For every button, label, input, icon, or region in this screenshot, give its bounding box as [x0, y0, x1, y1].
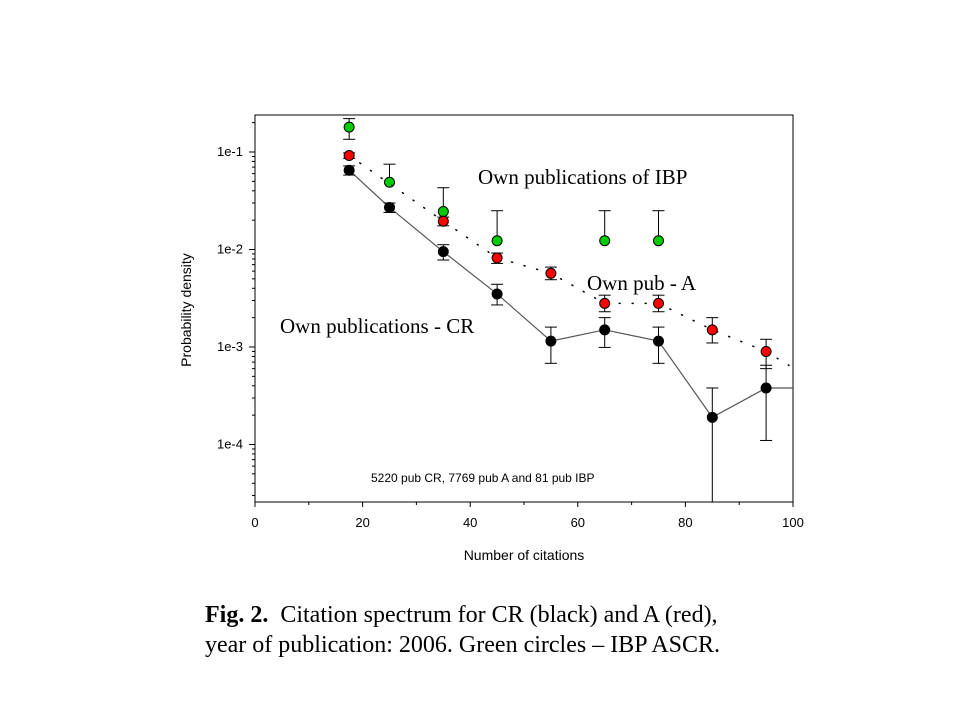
data-point [760, 345, 772, 357]
series-ibp [343, 118, 665, 247]
data-point [653, 235, 664, 247]
data-point [653, 297, 664, 309]
x-tick-label: 20 [355, 515, 369, 530]
x-tick-label: 80 [678, 515, 692, 530]
data-point [653, 335, 664, 347]
data-point [437, 206, 449, 218]
caption-line-2: year of publication: 2006. Green circles… [205, 632, 721, 658]
caption-text-1: Citation spectrum for CR (black) and A (… [280, 602, 718, 628]
data-point [760, 382, 772, 394]
caption-line-1: Fig. 2. Citation spectrum for CR (black)… [205, 600, 905, 630]
data-point [545, 267, 557, 279]
data-point [706, 324, 718, 336]
series-layer [343, 118, 793, 502]
annotation-a: Own pub - A [587, 271, 697, 295]
x-tick-label: 60 [571, 515, 585, 530]
data-point [599, 297, 611, 309]
data-point [599, 324, 611, 336]
series-a [343, 150, 790, 370]
data-point [343, 121, 355, 133]
data-point [384, 201, 395, 213]
y-axis-label: Probability density [178, 253, 194, 367]
y-tick-label: 1e-4 [217, 437, 243, 452]
series-line-tail [765, 350, 790, 367]
y-tick-label: 1e-1 [217, 144, 243, 159]
figure-caption: Fig. 2. Citation spectrum for CR (black)… [205, 600, 905, 660]
y-axis: 1e-1 1e-2 1e-3 1e-4 [217, 122, 255, 496]
figure-number: Fig. 2. [205, 602, 269, 628]
data-point [437, 215, 449, 227]
y-tick-label: 1e-2 [217, 242, 243, 257]
data-point [343, 164, 355, 176]
data-point [343, 150, 355, 162]
data-point [491, 235, 503, 247]
series-cr [343, 164, 793, 502]
x-tick-label: 40 [463, 515, 477, 530]
x-tick-label: 0 [251, 515, 258, 530]
data-point [706, 411, 718, 423]
data-point [437, 246, 449, 258]
data-point [545, 335, 557, 347]
series-line [348, 169, 767, 419]
y-tick-label: 1e-3 [217, 339, 243, 354]
annotation-cr: Own publications - CR [280, 314, 474, 338]
data-point [599, 235, 611, 247]
x-tick-label: 100 [782, 515, 804, 530]
data-point [491, 288, 503, 300]
annotation-counts: 5220 pub CR, 7769 pub A and 81 pub IBP [371, 471, 595, 485]
data-point [491, 252, 503, 264]
annotation-ibp: Own publications of IBP [478, 165, 687, 189]
x-axis-label: Number of citations [464, 547, 585, 563]
x-axis: 0 20 40 60 80 100 [251, 502, 804, 530]
